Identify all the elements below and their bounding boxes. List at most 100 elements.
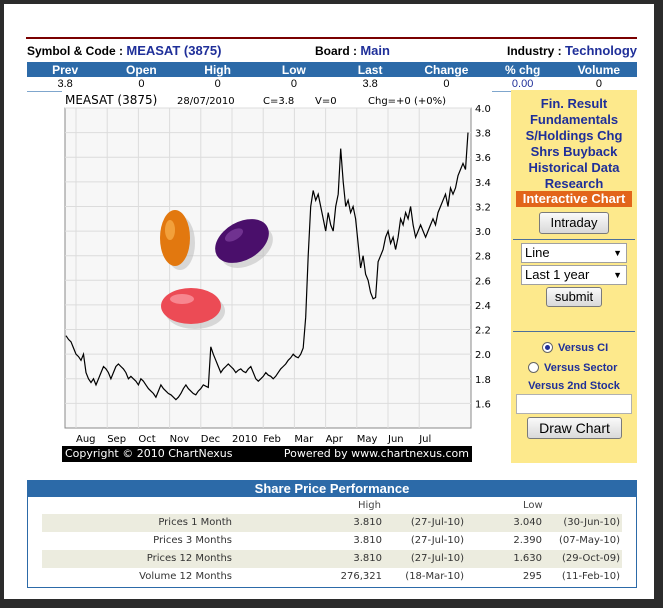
y-tick-label: 2.8 (475, 252, 491, 263)
y-tick-label: 2.0 (475, 350, 491, 361)
row-low: 1.630 (513, 553, 542, 564)
performance-title: Share Price Performance (27, 480, 637, 497)
row-label: Volume 12 Months (139, 571, 232, 582)
industry-value: Technology (565, 43, 637, 58)
row-high: 3.810 (353, 517, 382, 528)
performance-low-header: Low (523, 500, 543, 511)
y-tick-label: 3.6 (475, 153, 491, 164)
x-tick-label: Jun (387, 434, 404, 445)
jelly-bean-decoration (160, 210, 273, 329)
y-tick-label: 3.0 (475, 227, 491, 238)
row-high: 276,321 (340, 571, 382, 582)
radio-versus-sector[interactable] (528, 362, 539, 373)
quote-open: 0 (103, 77, 180, 92)
y-tick-label: 4.0 (475, 104, 491, 115)
quote-prev: 3.8 (27, 77, 104, 92)
row-low: 295 (522, 571, 542, 582)
quote-high: 0 (179, 77, 256, 92)
second-stock-label: Versus 2nd Stock (528, 380, 620, 392)
plot-area (64, 107, 472, 429)
x-tick-label: Aug (76, 434, 96, 445)
x-tick-label: Nov (170, 434, 190, 445)
chart-change: Chg=+0 (+0%) (368, 96, 446, 107)
chart-type-select[interactable]: Line ▼ (521, 243, 627, 263)
row-label: Prices 12 Months (146, 553, 232, 564)
chart-type-value: Line (525, 245, 550, 260)
link-interactive-chart[interactable]: Interactive Chart (516, 191, 632, 207)
x-tick-label: Sep (107, 434, 126, 445)
row-high: 3.810 (353, 553, 382, 564)
quote-col-high: High (179, 62, 256, 77)
row-low-date: (07-May-10) (559, 535, 620, 546)
table-row: Prices 3 Months 3.810 (27-Jul-10) 2.390 … (42, 532, 622, 550)
row-high-date: (18-Mar-10) (405, 571, 464, 582)
row-high-date: (27-Jul-10) (410, 517, 464, 528)
quote-col-change: Change (408, 62, 485, 77)
second-stock-input[interactable] (516, 394, 632, 414)
quote-header-row: Prev Open High Low Last Change % chg Vol… (27, 62, 637, 77)
table-row: Prices 1 Month 3.810 (27-Jul-10) 3.040 (… (42, 514, 622, 532)
industry: Industry : Technology (507, 43, 637, 58)
quote-last: 3.8 (332, 77, 409, 92)
panel-divider (513, 239, 635, 240)
chart-copyright: Copyright © 2010 ChartNexus (65, 447, 233, 460)
right-panel: Fin. Result Fundamentals S/Holdings Chg … (511, 90, 637, 463)
chevron-down-icon: ▼ (613, 270, 622, 280)
link-fundamentals[interactable]: Fundamentals (529, 112, 619, 127)
quote-table: Prev Open High Low Last Change % chg Vol… (27, 62, 637, 92)
x-tick-label: May (357, 434, 378, 445)
y-tick-label: 3.8 (475, 129, 491, 140)
row-low: 2.390 (513, 535, 542, 546)
chart-volume: V=0 (315, 96, 337, 107)
x-tick-label: Apr (326, 434, 344, 445)
row-low-date: (11-Feb-10) (561, 571, 620, 582)
y-tick-label: 3.4 (475, 178, 491, 189)
performance-table: High Low Prices 1 Month 3.810 (27-Jul-10… (27, 497, 637, 588)
quote-col-volume: Volume (560, 62, 637, 77)
row-label: Prices 3 Months (153, 535, 232, 546)
submit-button[interactable]: submit (546, 287, 602, 307)
x-tick-label: Oct (138, 434, 155, 445)
row-low-date: (29-Oct-09) (561, 553, 620, 564)
row-high-date: (27-Jul-10) (410, 535, 464, 546)
intraday-button[interactable]: Intraday (539, 212, 609, 234)
board-label: Board : (315, 44, 357, 58)
draw-chart-button[interactable]: Draw Chart (527, 417, 622, 439)
symbol-label: Symbol & Code : (27, 44, 124, 58)
stock-header: Symbol & Code : MEASAT (3875) Board : Ma… (27, 43, 637, 59)
quote-col-open: Open (103, 62, 180, 77)
link-sholdings-chg[interactable]: S/Holdings Chg (525, 128, 623, 143)
symbol-code: Symbol & Code : MEASAT (3875) (27, 43, 221, 58)
y-tick-label: 1.6 (475, 399, 491, 410)
row-low: 3.040 (513, 517, 542, 528)
quote-col-last: Last (332, 62, 409, 77)
link-shrs-buyback[interactable]: Shrs Buyback (530, 144, 618, 159)
panel-divider (513, 331, 635, 332)
y-tick-label: 1.8 (475, 375, 491, 386)
chart-canvas: 4.03.83.63.43.23.02.82.62.42.22.01.81.6 … (64, 93, 491, 445)
quote-pct-chg: 0.00 (484, 77, 561, 92)
link-fin-result[interactable]: Fin. Result (540, 96, 608, 111)
table-row: Volume 12 Months 276,321 (18-Mar-10) 295… (42, 568, 622, 586)
radio-versus-ci[interactable] (542, 342, 553, 353)
table-row: Prices 12 Months 3.810 (27-Jul-10) 1.630… (42, 550, 622, 568)
chart-grid (65, 107, 471, 428)
chevron-down-icon: ▼ (613, 248, 622, 258)
board-value: Main (360, 43, 390, 58)
radio-versus-sector-label: Versus Sector (544, 362, 618, 374)
y-tick-label: 2.2 (475, 326, 491, 337)
period-select[interactable]: Last 1 year ▼ (521, 265, 627, 285)
chart-close: C=3.8 (263, 96, 294, 107)
share-price-performance: Share Price Performance High Low Prices … (27, 480, 637, 588)
board: Board : Main (315, 43, 390, 58)
x-axis-ticks: Aug Sep Oct Nov Dec 2010 Feb Mar Apr May Jun Jul (76, 434, 431, 445)
header-divider (26, 37, 637, 39)
price-chart[interactable]: 4.0 3.8 3.6 3.4 3.2 3.0 2.8 2.6 2.4 2.2 2.0 1.8 1.6 … (62, 90, 492, 462)
period-value: Last 1 year (525, 267, 590, 282)
quote-volume: 0 (560, 77, 637, 92)
link-research[interactable]: Research (544, 176, 604, 191)
chart-powered-by[interactable]: Powered by www.chartnexus.com (283, 447, 469, 460)
y-tick-label: 2.6 (475, 276, 491, 287)
link-historical-data[interactable]: Historical Data (528, 160, 620, 175)
quote-value-row: 3.8 0 0 0 3.8 0 0.00 0 (27, 77, 637, 92)
